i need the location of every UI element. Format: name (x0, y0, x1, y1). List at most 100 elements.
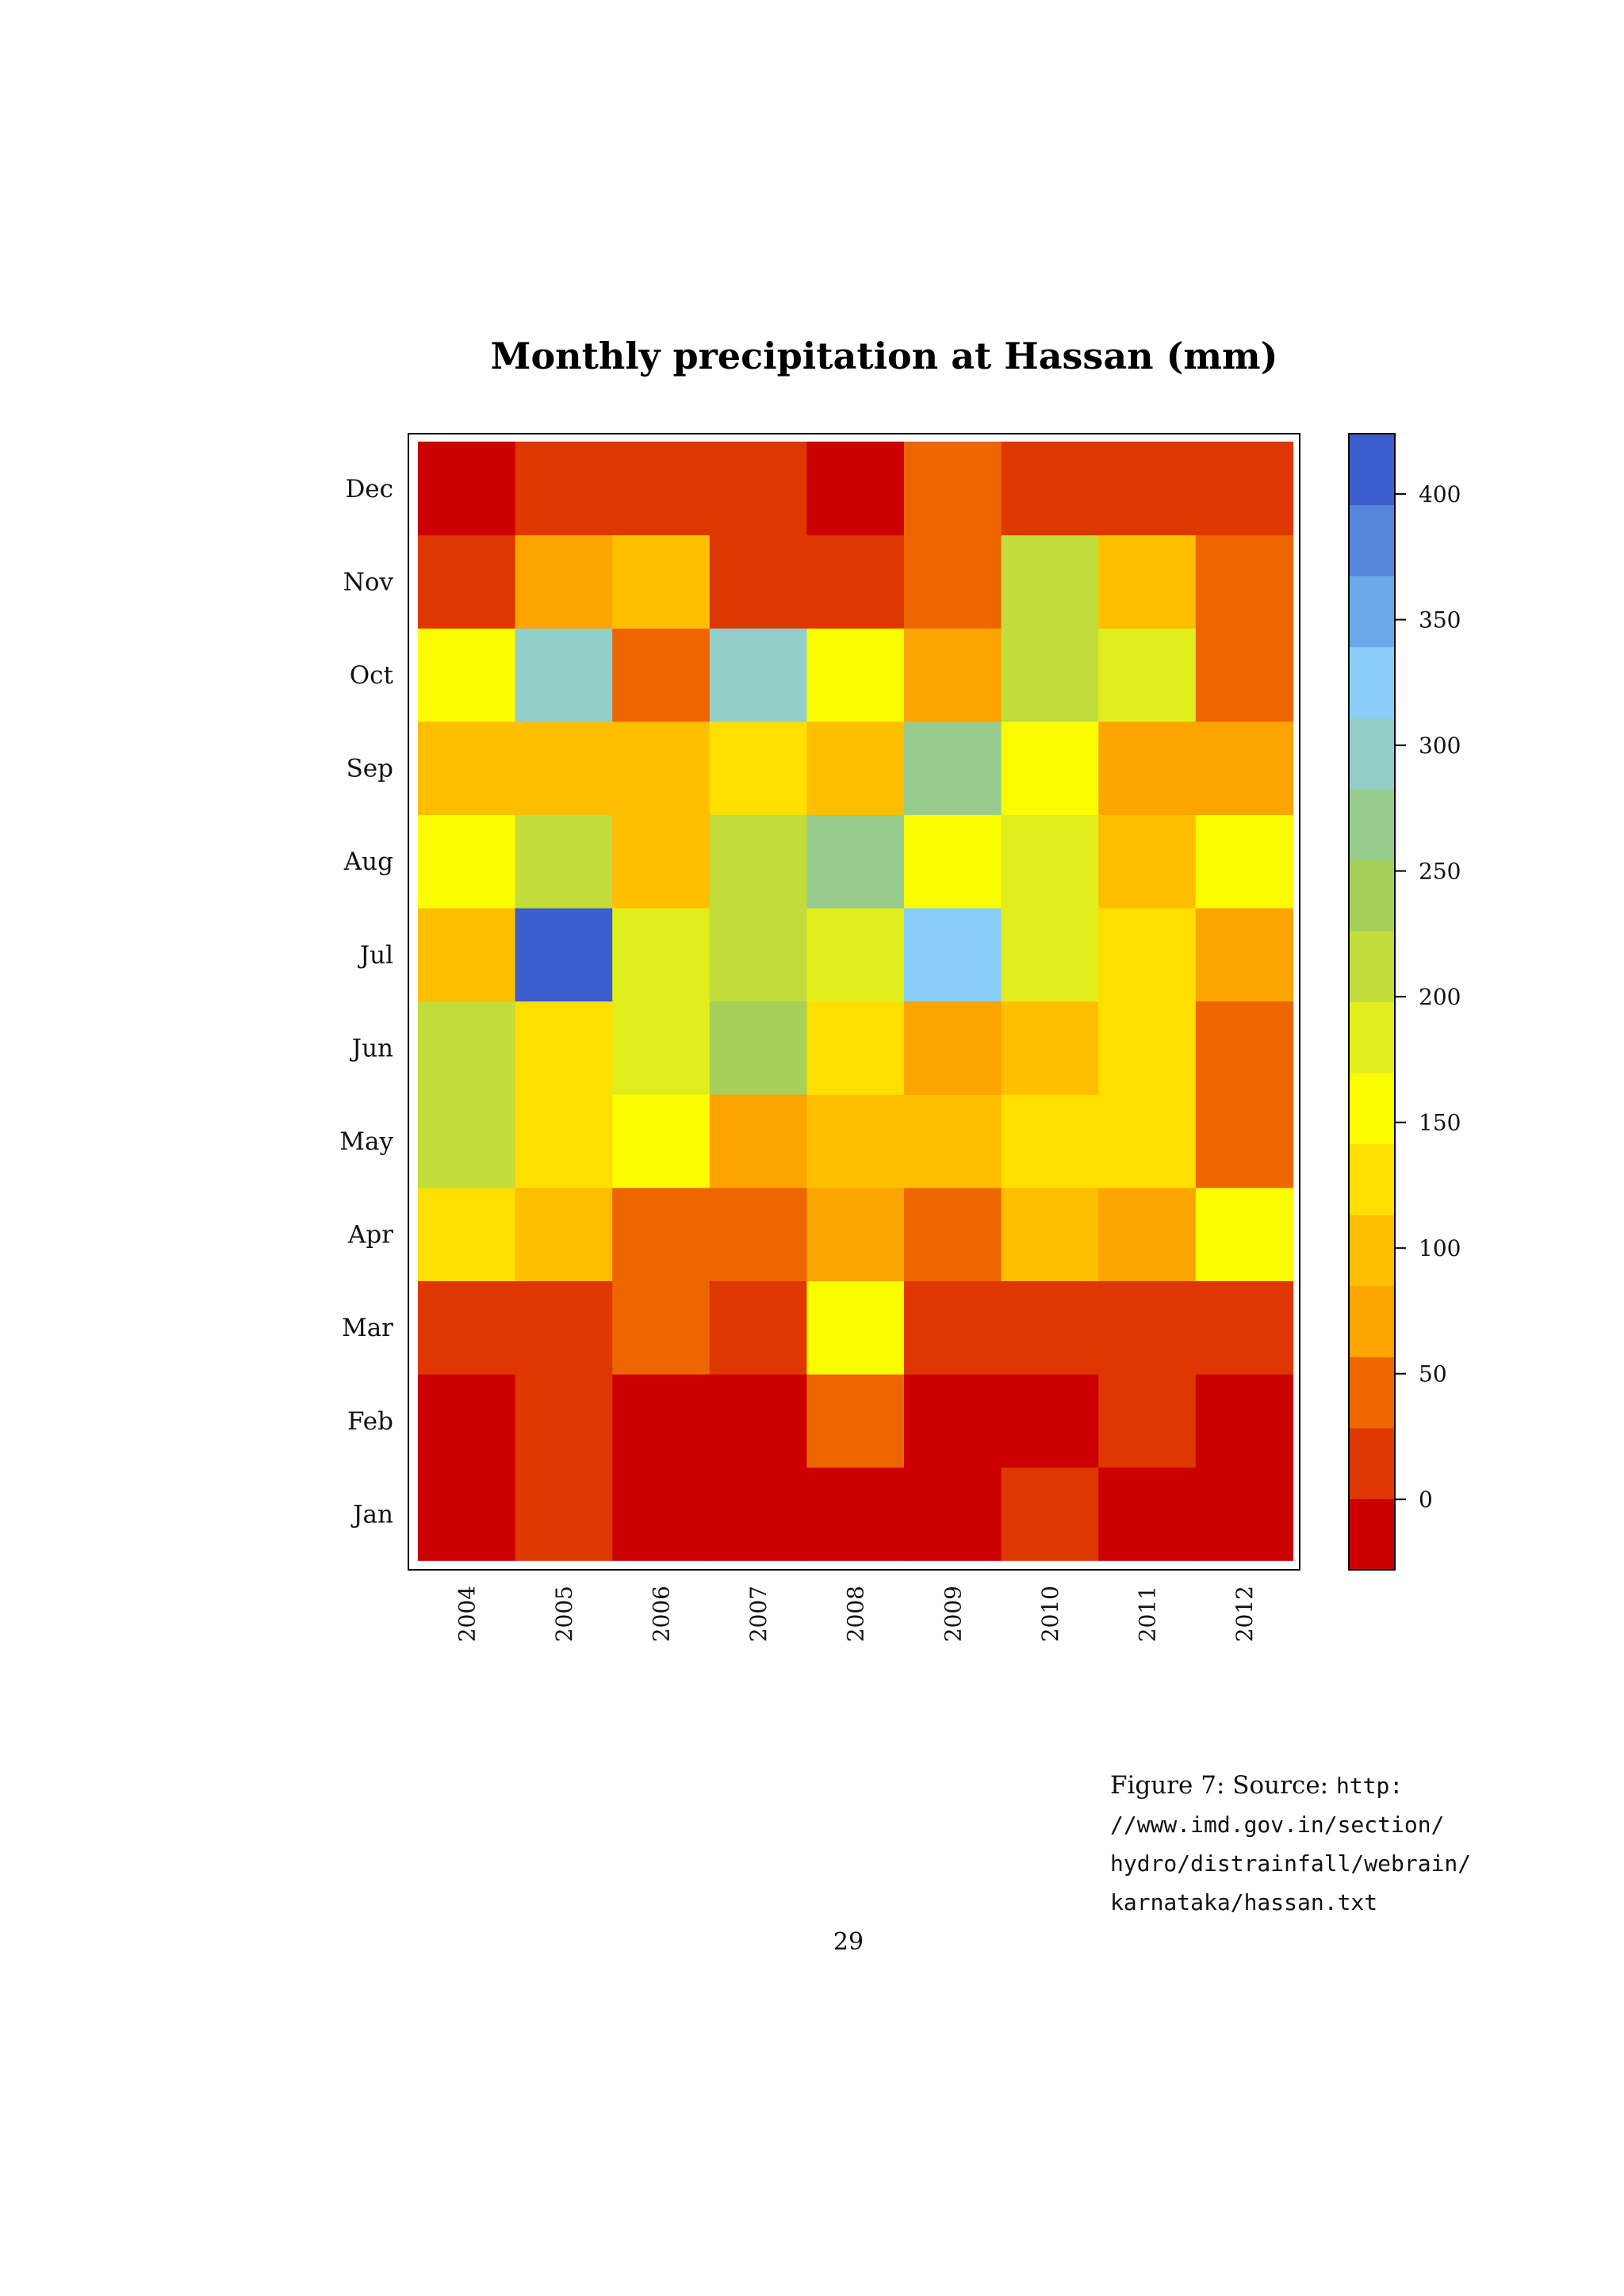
colorbar-swatch (1349, 576, 1395, 648)
caption-url-line[interactable]: //www.imd.gov.in/section/ (1110, 1812, 1445, 1838)
heatmap-cell-2011-jul (1098, 908, 1197, 1002)
heatmap-cell-2004-sep (418, 721, 516, 815)
caption-label: Figure 7: Source: (1110, 1771, 1336, 1800)
colorbar-tick-label: 150 (1419, 1110, 1461, 1136)
heatmap-cell-2006-feb (612, 1374, 710, 1468)
heatmap-cell-2008-mar (806, 1280, 905, 1375)
heatmap-cell-2005-jun (515, 1001, 613, 1095)
heatmap-cell-2008-jan (806, 1467, 905, 1561)
heatmap-cell-2007-nov (709, 534, 807, 629)
heatmap-cell-2012-jul (1195, 908, 1293, 1002)
heatmap-cell-2004-jun (418, 1001, 516, 1095)
y-tick-label-apr: Apr (347, 1221, 393, 1249)
heatmap-cell-2010-aug (1001, 814, 1099, 909)
colorbar-tick-label: 50 (1419, 1361, 1447, 1387)
heatmap-cell-2009-jul (904, 908, 1002, 1002)
y-tick-label-oct: Oct (350, 661, 394, 690)
heatmap-cell-2005-nov (515, 534, 613, 629)
heatmap-cell-2004-jan (418, 1467, 516, 1561)
heatmap-cell-2005-mar (515, 1280, 613, 1375)
colorbar-swatch (1349, 1427, 1395, 1500)
heatmap-cell-2011-jun (1098, 1001, 1197, 1095)
y-tick-label-may: May (339, 1127, 393, 1156)
colorbar-swatch (1349, 1285, 1395, 1357)
heatmap-cell-2006-oct (612, 628, 710, 722)
caption-url-line[interactable]: hydro/distrainfall/webrain/ (1110, 1850, 1472, 1877)
heatmap-cell-2011-feb (1098, 1374, 1197, 1468)
heatmap-cell-2012-aug (1195, 814, 1293, 909)
heatmap-cell-2010-sep (1001, 721, 1099, 815)
heatmap-cell-2007-dec (709, 442, 807, 536)
heatmap-cell-2012-mar (1195, 1280, 1293, 1375)
colorbar-swatch (1349, 1073, 1395, 1145)
heatmap-cell-2012-apr (1195, 1187, 1293, 1281)
caption-url-line[interactable]: http: (1335, 1773, 1404, 1799)
heatmap-cell-2010-mar (1001, 1280, 1099, 1375)
plot-frame (408, 433, 1300, 1571)
heatmap-cell-2009-apr (904, 1187, 1002, 1281)
heatmap-cell-2011-mar (1098, 1280, 1197, 1375)
x-tick-label-2006: 2006 (649, 1586, 675, 1642)
y-tick-label-jun: Jun (350, 1034, 393, 1062)
y-tick-label-sep: Sep (347, 755, 393, 783)
heatmap-cell-2009-may (904, 1094, 1002, 1188)
colorbar-swatch (1349, 646, 1395, 718)
colorbar-tick-label: 0 (1419, 1487, 1433, 1513)
heatmap-cell-2004-may (418, 1094, 516, 1188)
heatmap-cell-2008-nov (806, 534, 905, 629)
figure-caption: Figure 7: Source: http: //www.imd.gov.in… (1110, 1766, 1586, 1922)
colorbar-tick-label: 350 (1419, 607, 1461, 633)
heatmap-cell-2008-jul (806, 908, 905, 1002)
heatmap-cell-2008-jun (806, 1001, 905, 1095)
colorbar-tick-label: 250 (1419, 859, 1461, 885)
colorbar-swatch (1349, 1215, 1395, 1287)
heatmap-cell-2012-oct (1195, 628, 1293, 722)
heatmap-cell-2004-aug (418, 814, 516, 909)
x-tick-label-2010: 2010 (1037, 1586, 1063, 1642)
heatmap-figure: Monthly precipitation at Hassan (mm) Jan… (339, 335, 1461, 1642)
colorbar-swatch (1349, 718, 1395, 790)
heatmap-cell-2011-aug (1098, 814, 1197, 909)
colorbar-swatch (1349, 504, 1395, 576)
heatmap-cell-2010-oct (1001, 628, 1099, 722)
colorbar-swatch (1349, 788, 1395, 860)
colorbar-frame (1348, 433, 1396, 1571)
colorbar-swatch (1349, 1143, 1395, 1215)
page-number: 29 (833, 1928, 864, 1956)
x-axis-labels: 2004 2005 2006 2007 2008 2009 2010 2011 2012 (454, 1586, 1258, 1642)
heatmap-cell-2010-dec (1001, 442, 1099, 536)
y-axis-labels: Jan Feb Mar Apr May Jun Jul Aug Sep Oct Nov Dec (339, 475, 393, 1529)
heatmap-cell-2010-jul (1001, 908, 1099, 1002)
caption-url-line[interactable]: karnataka/hassan.txt (1110, 1889, 1378, 1915)
heatmap-cell-2006-apr (612, 1187, 710, 1281)
heatmap-cell-2006-sep (612, 721, 710, 815)
heatmap-cell-2010-feb (1001, 1374, 1099, 1468)
heatmap-cell-2004-nov (418, 534, 516, 629)
heatmap-cell-2012-sep (1195, 721, 1293, 815)
heatmap-cell-2012-feb (1195, 1374, 1293, 1468)
x-tick-label-2004: 2004 (454, 1586, 480, 1642)
heatmap-cell-2011-apr (1098, 1187, 1197, 1281)
heatmap-cell-2010-may (1001, 1094, 1099, 1188)
heatmap-cell-2007-feb (709, 1374, 807, 1468)
heatmap-cell-2006-mar (612, 1280, 710, 1375)
colorbar (1349, 434, 1395, 1571)
heatmap-cell-2006-jan (612, 1467, 710, 1561)
heatmap-cell-2008-apr (806, 1187, 905, 1281)
heatmap-cell-2009-jun (904, 1001, 1002, 1095)
heatmap-cell-2009-aug (904, 814, 1002, 909)
heatmap-cell-2011-may (1098, 1094, 1197, 1188)
heatmap-cell-2005-feb (515, 1374, 613, 1468)
heatmap-cell-2009-dec (904, 442, 1002, 536)
heatmap-cell-2009-mar (904, 1280, 1002, 1375)
heatmap-cells (418, 442, 1293, 1561)
heatmap-cell-2008-sep (806, 721, 905, 815)
y-tick-label-nov: Nov (343, 568, 394, 596)
heatmap-cell-2007-jan (709, 1467, 807, 1561)
heatmap-cell-2007-sep (709, 721, 807, 815)
x-tick-label-2005: 2005 (551, 1586, 577, 1642)
heatmap-cell-2005-dec (515, 442, 613, 536)
heatmap-cell-2004-dec (418, 442, 516, 536)
heatmap-cell-2005-jul (515, 908, 613, 1002)
heatmap-cell-2012-jun (1195, 1001, 1293, 1095)
